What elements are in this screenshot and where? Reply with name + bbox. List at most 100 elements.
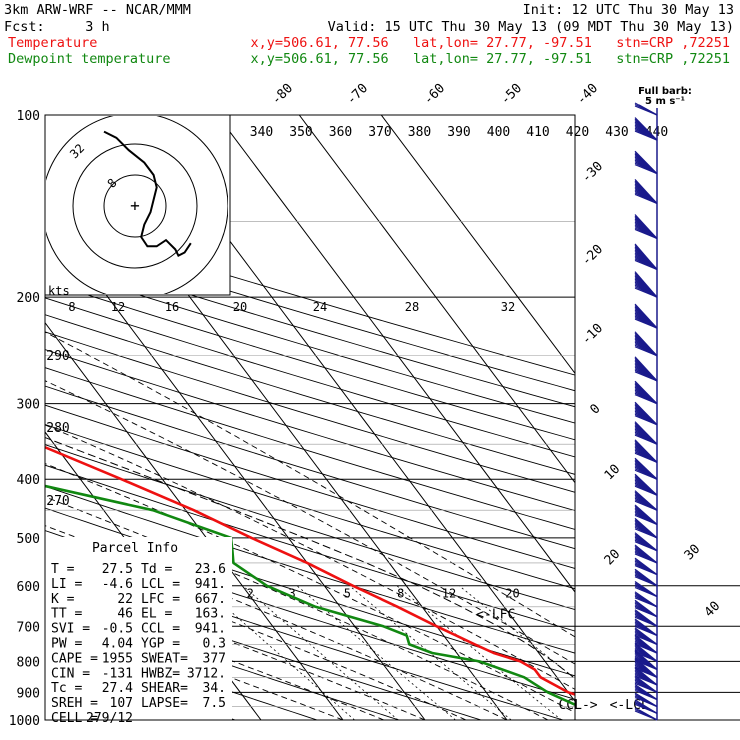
parcel-info-key: LI = [51, 577, 82, 592]
mixing-ratio-label: 8 [397, 587, 404, 601]
hodograph-speed-label: 24 [313, 300, 327, 314]
parcel-info-title: Parcel Info [92, 541, 178, 556]
wind-barb [634, 380, 658, 405]
theta-label: 340 [250, 125, 273, 140]
theta-label: 380 [408, 125, 431, 140]
theta-label: 400 [487, 125, 510, 140]
mixing-ratio-label: 20 [505, 587, 519, 601]
parcel-info-key: K = [51, 592, 75, 607]
isotherm-label: -50 [498, 81, 525, 108]
isotherm-label: -40 [574, 81, 601, 108]
wind-barb [634, 504, 658, 525]
wind-barb [634, 544, 658, 564]
theta-label: 410 [526, 125, 549, 140]
isotherm-line [298, 115, 575, 484]
parcel-info-key: YGP = [141, 637, 180, 652]
parcel-info-key: LFC = [141, 592, 180, 607]
pressure-label: 400 [17, 473, 40, 488]
wind-barb [634, 421, 658, 445]
pressure-label: 600 [17, 580, 40, 595]
isotherm-label: -70 [344, 81, 371, 108]
parcel-info-value: 941. [195, 622, 226, 637]
parcel-info-value: 667. [195, 592, 226, 607]
wind-barb [634, 102, 658, 116]
parcel-info-key: LCL = [141, 577, 180, 592]
temperature-label: Temperature [8, 35, 97, 51]
mixing-ratio-label: 5 [344, 587, 351, 601]
theta-label: 420 [566, 125, 589, 140]
parcel-info-key: Tc = [51, 681, 82, 696]
wind-barb [634, 214, 658, 240]
isotherm-label: -10 [579, 321, 606, 348]
wind-barb [634, 557, 658, 576]
hodograph-trace [103, 130, 192, 257]
theta-label: 360 [329, 125, 352, 140]
wind-barb [634, 591, 658, 608]
pressure-label: 800 [17, 655, 40, 670]
parcel-path [45, 436, 575, 680]
wind-barb [634, 150, 658, 175]
lfc-annotation: <-LFC [476, 608, 515, 623]
wind-barb [634, 490, 658, 511]
theta-label: 350 [289, 125, 312, 140]
isotherm-label: -30 [579, 159, 606, 186]
hodograph-frame [44, 114, 231, 296]
isotherm-label: -80 [269, 81, 296, 108]
parcel-info-value: 941. [195, 577, 226, 592]
moist-adiabat-line [45, 463, 575, 714]
isotherm-label: 10 [602, 462, 624, 484]
parcel-info-frame [45, 537, 232, 722]
dewpoint-label: Dewpoint temperature [8, 51, 171, 67]
theta-label: 390 [447, 125, 470, 140]
pressure-label: 200 [17, 291, 40, 306]
wind-barb [634, 473, 658, 496]
hodograph-ring [72, 143, 198, 269]
wind-barb [634, 692, 658, 708]
parcel-info-row: K = 22 LFC = 667. [51, 592, 226, 607]
moist-adiabat-line [45, 591, 385, 720]
parcel-info-key: LAPSE= [141, 696, 188, 711]
valid-time: Valid: 15 UTC Thu 30 May 13 (09 MDT Thu … [328, 19, 734, 35]
wind-barb [634, 439, 658, 463]
isotherm-line [0, 115, 15, 720]
hodograph-speed-label: 28 [405, 300, 419, 314]
wind-barb [634, 618, 658, 637]
theta-e-label: 270 [46, 494, 69, 509]
wind-barb [634, 331, 658, 357]
wind-barb [634, 699, 658, 714]
wind-barb [634, 568, 658, 587]
parcel-info-key: CCL = [141, 622, 180, 637]
isotherm-line [216, 115, 575, 593]
parcel-info-row: TT = 46 EL = 163. [51, 607, 226, 622]
parcel-info-value: 0.3 [203, 637, 226, 652]
parcel-info-value: 34. [203, 681, 226, 696]
hodograph-speed-label: 16 [165, 300, 179, 314]
wind-barb [634, 657, 658, 678]
parcel-info-key: SHEAR= [141, 681, 188, 696]
parcel-info-value: 3712. [187, 666, 226, 681]
isotherm-label: 30 [682, 542, 704, 564]
parcel-info-row: CAPE = 1955 SWEAT= 377 [51, 651, 226, 666]
parcel-info-row: SVI = -0.5 CCL = 941. [51, 622, 226, 637]
parcel-info-value: 163. [195, 607, 226, 622]
temperature-trace [45, 445, 575, 696]
parcel-info-row: PW = 4.04 YGP = 0.3 [51, 637, 226, 652]
hodograph-units: kts [48, 284, 70, 298]
mixing-ratio-line [201, 585, 355, 720]
dewpoint-info: x,y=506.61, 77.56 lat,lon= 27.77, -97.51… [250, 51, 730, 67]
parcel-info-value: 1955 [102, 651, 133, 666]
parcel-info-value: 7.5 [203, 696, 226, 711]
parcel-info-row: LI = -4.6 LCL = 941. [51, 577, 226, 592]
wind-barb [634, 609, 658, 627]
isotherm-label: 0 [587, 401, 603, 417]
plot-frame [44, 114, 576, 721]
temperature-info: x,y=506.61, 77.56 lat,lon= 27.77, -97.51… [250, 35, 730, 51]
wind-barb [634, 401, 658, 426]
parcel-info-value: 23.6 [195, 562, 226, 577]
parcel-info-row: CIN = -131 HWBZ= 3712. [51, 666, 226, 681]
wind-barb [634, 627, 658, 645]
parcel-info-key: SWEAT= [141, 651, 188, 666]
parcel-info-value: 27.5 [102, 562, 133, 577]
isotherm-label: -60 [421, 81, 448, 108]
wind-barb [634, 457, 658, 480]
